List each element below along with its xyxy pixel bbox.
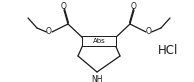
Bar [82,36,116,46]
Text: O: O [46,27,52,36]
Text: Abs: Abs [93,38,105,44]
Text: O: O [146,27,152,36]
Text: HCl: HCl [158,43,178,56]
Text: O: O [131,2,137,11]
Text: NH: NH [91,75,103,82]
Text: O: O [61,2,67,11]
